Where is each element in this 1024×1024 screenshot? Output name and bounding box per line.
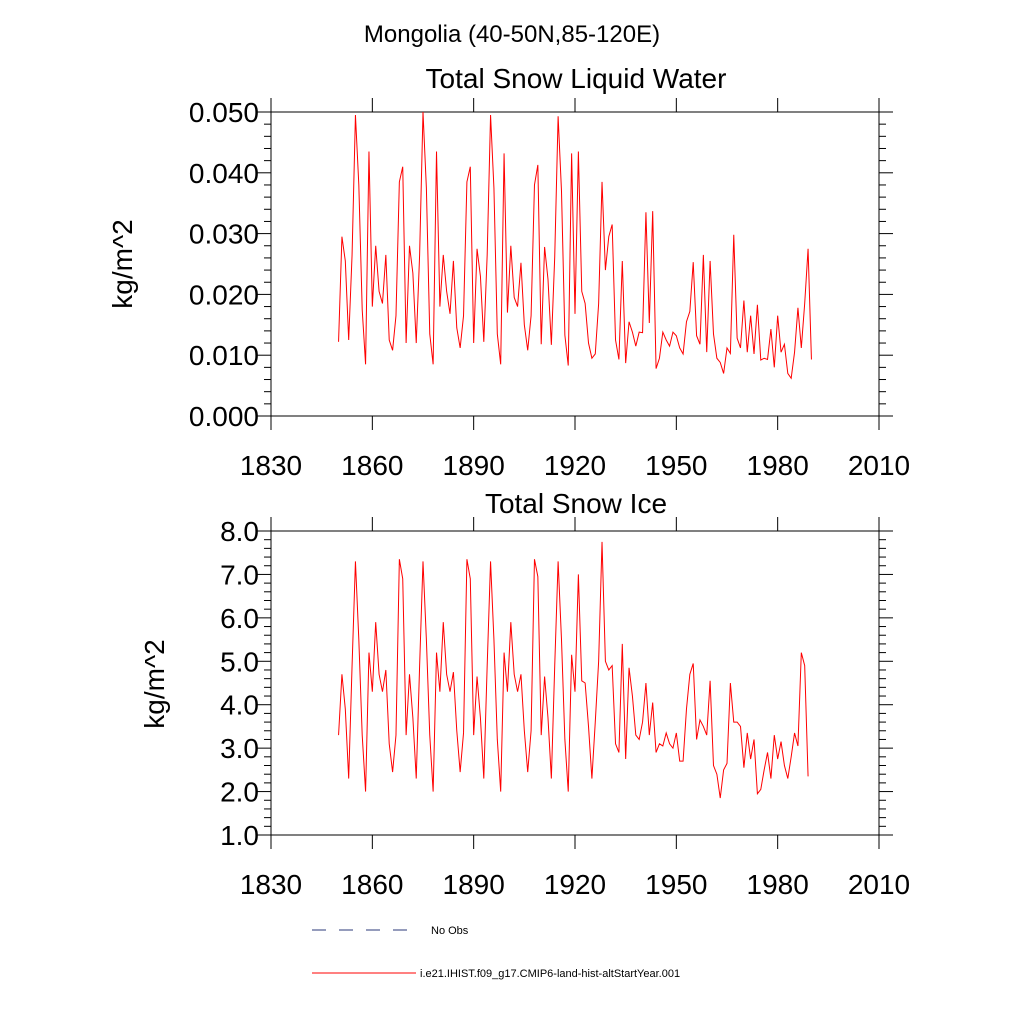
legend-item-no-obs: No Obs (312, 925, 469, 937)
legend-label: No Obs (431, 925, 469, 937)
chart-snow-ice: Total Snow Ice kg/m^2 1.0 2.0 3.0 4.0 5.0 6.0… (139, 488, 910, 900)
y-tick-label: 0.030 (189, 219, 259, 250)
y-axis-label: kg/m^2 (139, 639, 170, 728)
legend-label: i.e21.IHIST.f09_g17.CMIP6-land-hist-altS… (420, 968, 680, 980)
series-line (338, 541, 809, 799)
y-axis-ticks: 0.000 0.010 0.020 0.030 0.040 0.050 (189, 97, 893, 432)
y-tick-label: 8.0 (220, 516, 259, 547)
x-tick-label: 1920 (544, 450, 606, 481)
legend-item-model: i.e21.IHIST.f09_g17.CMIP6-land-hist-altS… (312, 968, 680, 980)
x-tick-label: 1920 (544, 869, 606, 900)
y-tick-label: 3.0 (220, 733, 259, 764)
series-layer (338, 111, 812, 380)
chart-title: Total Snow Ice (485, 488, 667, 519)
y-tick-label: 4.0 (220, 690, 259, 721)
y-tick-label: 5.0 (220, 646, 259, 677)
x-tick-label: 1890 (443, 869, 505, 900)
chart-title: Total Snow Liquid Water (426, 63, 727, 94)
x-tick-label: 1890 (443, 450, 505, 481)
x-tick-label: 1980 (747, 869, 809, 900)
x-tick-label: 1860 (341, 869, 403, 900)
y-axis-label: kg/m^2 (107, 219, 138, 308)
y-tick-label: 0.040 (189, 158, 259, 189)
y-tick-label: 1.0 (220, 820, 259, 851)
x-tick-label: 2010 (848, 450, 910, 481)
y-axis-ticks: 1.0 2.0 3.0 4.0 5.0 6.0 7.0 8.0 (220, 516, 893, 851)
x-tick-label: 2010 (848, 869, 910, 900)
y-tick-label: 0.000 (189, 401, 259, 432)
x-tick-label: 1980 (747, 450, 809, 481)
figure-title: Mongolia (40-50N,85-120E) (364, 21, 660, 48)
series-layer (338, 541, 809, 799)
y-tick-label: 0.050 (189, 97, 259, 128)
series-line (338, 111, 812, 380)
x-axis-ticks: 1830 1860 1890 1920 1950 1980 2010 (240, 517, 910, 900)
x-tick-label: 1950 (645, 869, 707, 900)
y-tick-label: 0.010 (189, 340, 259, 371)
y-tick-label: 7.0 (220, 559, 259, 590)
y-tick-label: 6.0 (220, 603, 259, 634)
y-tick-label: 0.020 (189, 279, 259, 310)
x-tick-label: 1830 (240, 869, 302, 900)
legend: No Obs i.e21.IHIST.f09_g17.CMIP6-land-hi… (312, 925, 680, 980)
x-axis-ticks: 1830 1860 1890 1920 1950 1980 2010 (240, 98, 910, 481)
y-tick-label: 2.0 (220, 777, 259, 808)
x-tick-label: 1950 (645, 450, 707, 481)
x-tick-label: 1830 (240, 450, 302, 481)
chart-snow-liquid-water: Total Snow Liquid Water kg/m^2 0.000 0.01… (107, 63, 910, 481)
x-tick-label: 1860 (341, 450, 403, 481)
